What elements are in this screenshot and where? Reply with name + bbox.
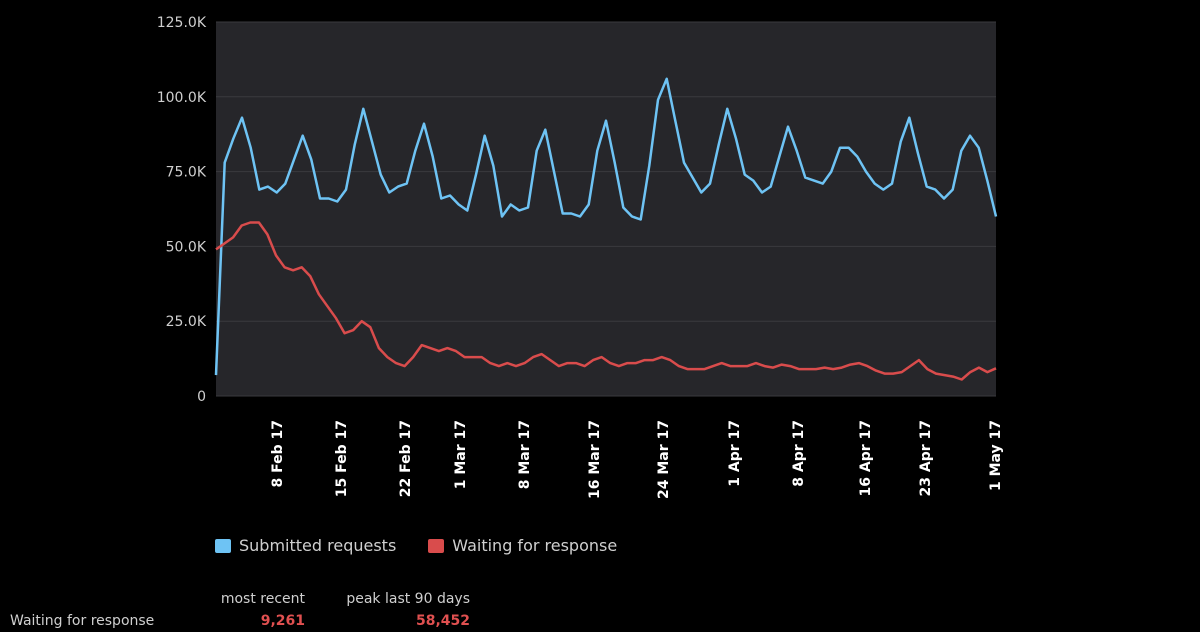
y-axis-ticks: 0 25.0K 50.0K 75.0K 100.0K 125.0K: [157, 15, 207, 405]
y-tick-label: 125.0K: [157, 15, 207, 31]
x-tick-label: 24 Mar 17: [656, 420, 672, 499]
x-tick-label: 16 Mar 17: [587, 420, 603, 499]
stats-table: most recent peak last 90 days Waiting fo…: [0, 588, 520, 632]
plot-area: [216, 22, 996, 396]
x-tick-label: 1 May 17: [988, 420, 1004, 491]
series-line-waiting: [215, 221, 997, 381]
x-tick-label: 8 Feb 17: [270, 420, 286, 487]
legend-item-submitted[interactable]: Submitted requests: [215, 536, 396, 555]
y-tick-label: 75.0K: [166, 165, 207, 181]
legend-label-waiting: Waiting for response: [452, 536, 618, 555]
x-tick-label: 1 Mar 17: [453, 420, 469, 489]
y-tick-label: 50.0K: [166, 239, 207, 255]
stats-header-row: most recent peak last 90 days: [0, 588, 520, 610]
series-lines: [214, 77, 998, 381]
series-line-submitted: [214, 77, 998, 376]
legend-swatch-submitted: [215, 538, 231, 553]
legend: Submitted requests Waiting for response: [215, 536, 617, 555]
stats-row-waiting: Waiting for response 9,261 58,452: [0, 610, 520, 632]
grid-lines: [216, 21, 996, 397]
stats-most-recent-value: 9,261: [260, 613, 305, 629]
stats-header-most-recent: most recent: [220, 591, 305, 607]
y-tick-label: 100.0K: [157, 90, 207, 106]
stats-row-label: Waiting for response: [10, 613, 155, 629]
x-tick-label: 1 Apr 17: [727, 420, 743, 487]
legend-label-submitted: Submitted requests: [239, 536, 397, 555]
x-axis-ticks: 8 Feb 17 15 Feb 17 22 Feb 17 1 Mar 17 8 Mar …: [270, 420, 1004, 499]
stats-peak-value: 58,452: [415, 613, 470, 629]
stats-header-peak: peak last 90 days: [346, 591, 470, 607]
x-tick-label: 8 Mar 17: [517, 420, 533, 489]
y-tick-label: 0: [197, 389, 206, 405]
x-tick-label: 22 Feb 17: [398, 420, 414, 497]
legend-swatch-waiting: [428, 538, 445, 553]
x-tick-label: 23 Apr 17: [918, 420, 934, 496]
x-tick-label: 8 Apr 17: [791, 420, 807, 487]
legend-item-waiting[interactable]: Waiting for response: [428, 536, 617, 555]
y-tick-label: 25.0K: [166, 314, 207, 330]
x-tick-label: 15 Feb 17: [334, 420, 350, 497]
x-tick-label: 16 Apr 17: [858, 420, 874, 496]
